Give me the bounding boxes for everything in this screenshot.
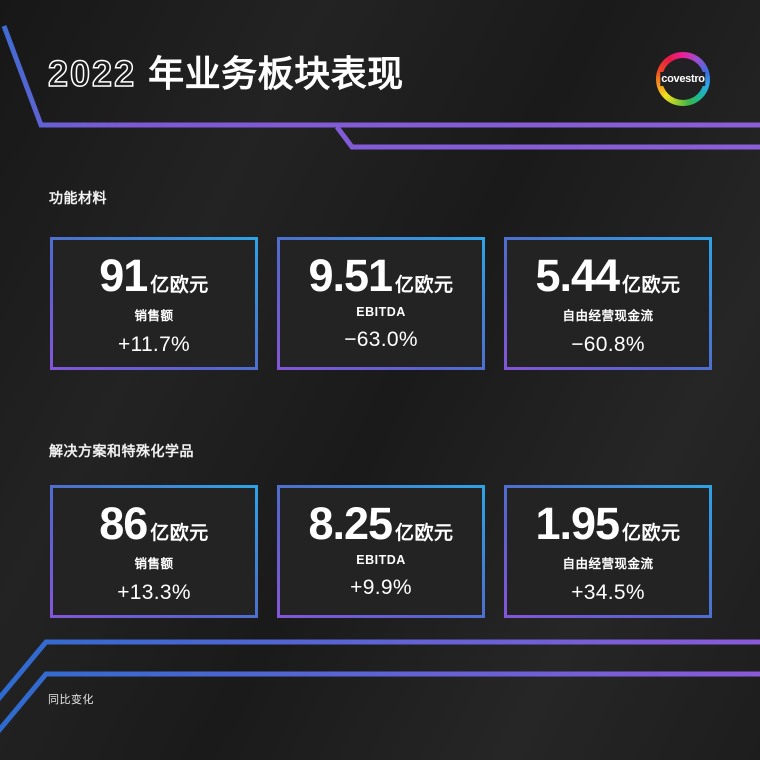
kpi-metric-label: 销售额 bbox=[134, 557, 174, 571]
kpi-yoy-change: −60.8% bbox=[571, 333, 645, 356]
kpi-value: 9.51 bbox=[308, 250, 393, 301]
section-label-performance-materials: 功能材料 bbox=[49, 190, 107, 206]
covestro-logo: covestro bbox=[656, 52, 710, 106]
header-accent-line-lower bbox=[335, 125, 760, 150]
covestro-logo-text: covestro bbox=[660, 72, 706, 86]
kpi-yoy-change: −63.0% bbox=[344, 328, 418, 351]
kpi-metric-label: EBITDA bbox=[356, 305, 406, 319]
footer-accent-line-upper bbox=[0, 639, 760, 702]
kpi-unit: 亿欧元 bbox=[622, 275, 681, 296]
kpi-unit: 亿欧元 bbox=[395, 523, 454, 544]
kpi-card-sales: 91 亿欧元 销售额 +11.7% bbox=[50, 237, 258, 370]
kpi-card-ebitda: 8.25 亿欧元 EBITDA +9.9% bbox=[277, 485, 485, 618]
kpi-metric-label: EBITDA bbox=[356, 553, 406, 567]
kpi-value: 1.95 bbox=[535, 498, 620, 549]
kpi-row-performance-materials: 91 亿欧元 销售额 +11.7% 9.51 亿欧元 EBITDA −63.0%… bbox=[50, 237, 712, 370]
kpi-value: 86 bbox=[99, 498, 148, 549]
footer-accent-line-lower bbox=[0, 671, 760, 734]
kpi-card-ebitda: 9.51 亿欧元 EBITDA −63.0% bbox=[277, 237, 485, 370]
footnote-yoy-change: 同比变化 bbox=[48, 694, 94, 706]
kpi-value: 91 bbox=[99, 250, 148, 301]
kpi-card-free-cash-flow: 5.44 亿欧元 自由经营现金流 −60.8% bbox=[504, 237, 712, 370]
kpi-metric-label: 自由经营现金流 bbox=[562, 309, 654, 323]
kpi-row-solutions-specialties: 86 亿欧元 销售额 +13.3% 8.25 亿欧元 EBITDA +9.9% … bbox=[50, 485, 712, 618]
kpi-card-free-cash-flow: 1.95 亿欧元 自由经营现金流 +34.5% bbox=[504, 485, 712, 618]
kpi-yoy-change: +11.7% bbox=[117, 333, 191, 356]
kpi-yoy-change: +13.3% bbox=[117, 581, 191, 604]
kpi-unit: 亿欧元 bbox=[150, 275, 209, 296]
kpi-card-sales: 86 亿欧元 销售额 +13.3% bbox=[50, 485, 258, 618]
kpi-value: 8.25 bbox=[308, 498, 393, 549]
kpi-metric-label: 销售额 bbox=[134, 309, 174, 323]
title-text: 年业务板块表现 bbox=[148, 53, 404, 94]
kpi-unit: 亿欧元 bbox=[622, 523, 681, 544]
kpi-yoy-change: +34.5% bbox=[571, 581, 645, 604]
kpi-unit: 亿欧元 bbox=[150, 523, 209, 544]
section-label-solutions-specialties: 解决方案和特殊化学品 bbox=[49, 443, 194, 459]
title-year-outline: 2022 bbox=[47, 53, 137, 94]
kpi-unit: 亿欧元 bbox=[395, 275, 454, 296]
kpi-value: 5.44 bbox=[535, 250, 620, 301]
page-title: 2022 年业务板块表现 bbox=[47, 53, 404, 94]
kpi-metric-label: 自由经营现金流 bbox=[562, 557, 654, 571]
kpi-yoy-change: +9.9% bbox=[350, 576, 412, 599]
